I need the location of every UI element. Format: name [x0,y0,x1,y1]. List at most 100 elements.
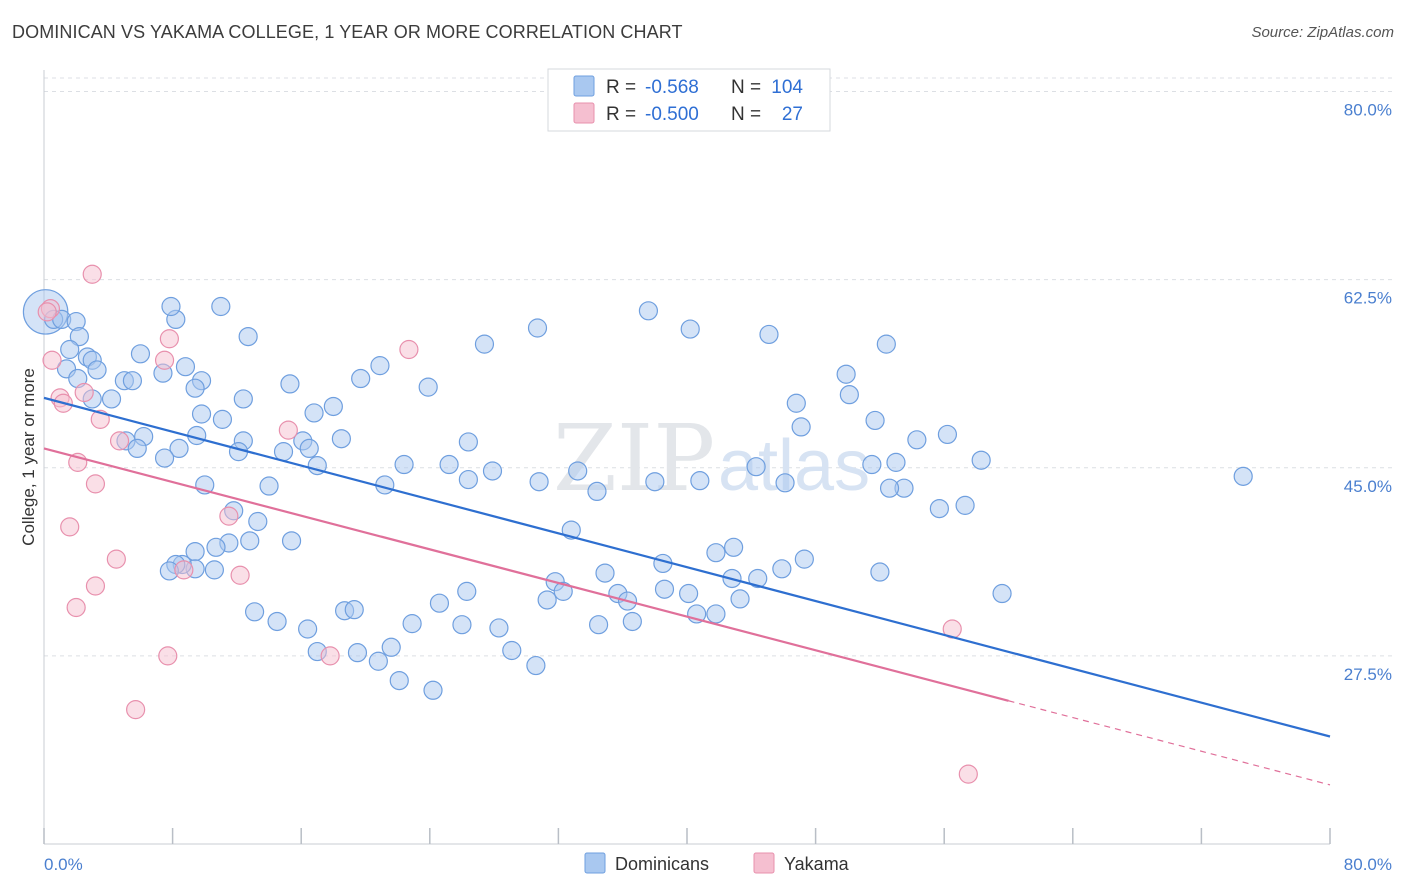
dominicans-point [588,615,609,635]
dominicans-point [323,396,343,417]
correlation-legend: R = -0.568 N = 104 R = -0.500 N = 27 [547,68,831,132]
dominicans-point [690,471,710,491]
dominicans-point [836,364,856,384]
x-ticks [43,828,1331,844]
legend-r-label-2: R = [606,104,636,125]
dominicans-point [679,583,699,604]
dominicans-point [154,448,175,468]
dominicans-point [127,438,147,458]
yakama-points [37,264,978,784]
dominicans-point [381,637,401,657]
dominicans-point [886,452,906,472]
yakama-point [126,700,146,720]
yakama-point [399,339,419,360]
dominicans-point [130,344,151,364]
bottom-swatch-yakama [753,852,775,874]
dominicans-point [259,476,279,496]
dominicans-point [553,581,573,601]
dominicans-point [839,385,859,405]
dominicans-point [347,643,368,663]
legend-swatch-dominicans [573,75,595,97]
dominicans-point [595,563,615,583]
yakama-point [154,350,175,370]
dominicans-point [929,499,949,519]
y-tick-label: 80.0% [1344,101,1392,120]
y-tick-labels: 27.5% 45.0% 62.5% 80.0% [1344,101,1392,684]
yakama-point [278,420,298,440]
dominicans-point [161,296,181,317]
dominicans-point [971,450,991,470]
yakama-point [66,597,86,618]
yakama-point [74,382,94,403]
bottom-swatch-dominicans [584,852,606,874]
y-tick-label: 27.5% [1344,665,1392,684]
watermark: ZIP atlas [553,405,870,512]
yakama-point [958,764,978,784]
dominicans-point [69,327,89,347]
dominicans-point [331,429,351,449]
dominicans-point [452,615,472,635]
dominicans-point [474,334,495,354]
legend-n-label-2: N = [731,104,761,125]
dominicans-point [458,469,478,490]
dominicans-point [204,560,224,580]
legend-n-label-1: N = [731,77,761,98]
dominicans-point [191,404,212,424]
dominicans-point [794,549,814,569]
dominicans-point [992,583,1012,604]
dominicans-point [175,357,196,377]
dominicans-point [526,655,546,676]
yakama-point [37,302,57,322]
legend-swatch-yakama [573,102,595,124]
dominicans-point [457,581,477,601]
dominicans-point [298,619,318,639]
dominicans-point [502,640,522,661]
yakama-point [158,646,178,666]
yakama-point [219,506,239,526]
dominicans-point [865,410,885,431]
dominicans-point [280,374,300,394]
x-tick-label-min: 0.0% [44,855,83,874]
dominicans-point [233,389,253,409]
x-tick-label-max: 80.0% [1344,855,1392,874]
dominicans-point [645,472,665,492]
dominicans-point [775,473,795,493]
series-legend: Dominicans Yakama [584,852,850,874]
bottom-legend-dominicans: Dominicans [615,854,709,874]
dominicans-point [267,611,287,632]
yakama-point [320,646,340,666]
dominicans-point [370,356,390,376]
dominicans-point [394,454,414,475]
dominicans-point [429,593,450,613]
dominicans-trend-line [43,396,1331,738]
yakama-point [230,565,250,585]
dominicans-point [706,604,726,624]
dominicans-point [351,368,371,389]
dominicans-point [870,562,890,582]
dominicans-point [1233,466,1253,486]
dominicans-point [185,378,205,398]
y-axis-label: College, 1 year or more [19,368,38,546]
dominicans-point [706,543,726,563]
yakama-point [85,576,106,596]
legend-r-value-1: -0.568 [645,77,699,98]
dominicans-point [211,296,231,317]
watermark-zip: ZIP [553,405,715,512]
dominicans-point [879,478,900,498]
legend-n-value-2: 27 [782,104,803,125]
dominicans-point [368,651,388,671]
dominicans-point [244,602,265,622]
dominicans-point [772,559,792,579]
yakama-trend-extension [1008,700,1331,786]
dominicans-point [638,301,659,321]
dominicans-point [458,432,478,452]
dominicans-point [87,360,107,380]
legend-r-label-1: R = [606,77,636,98]
dominicans-point [537,590,557,610]
dominicans-point [937,424,958,445]
yakama-point [82,264,102,284]
dominicans-point [482,461,503,481]
watermark-atlas: atlas [718,426,870,506]
dominicans-point [169,438,189,458]
